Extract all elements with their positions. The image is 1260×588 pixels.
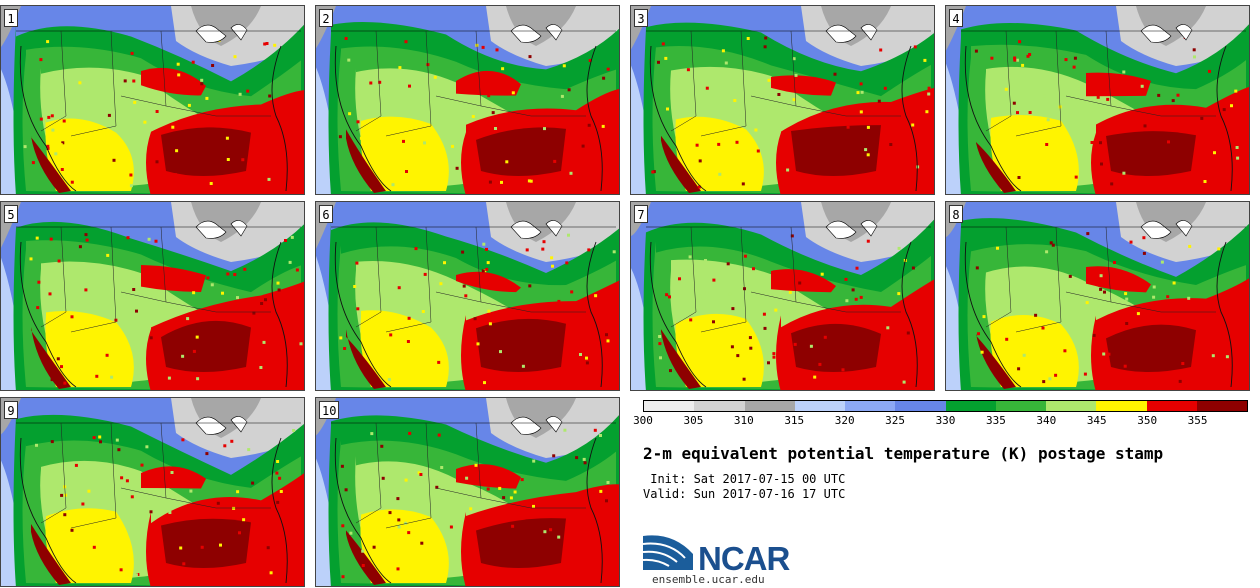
colorbar-label: 305 (683, 414, 704, 427)
colorbar-label: 350 (1137, 414, 1158, 427)
colorbar-label: 330 (935, 414, 956, 427)
panel-number-label: 5 (4, 205, 18, 223)
site-url: ensemble.ucar.edu (652, 573, 765, 586)
colorbar-label: 320 (834, 414, 855, 427)
colorbar-labels: 300 305 310 315 320 325 330 335 340 345 350 355 (633, 414, 1248, 428)
colorbar-label: 335 (985, 414, 1006, 427)
panel-number-label: 6 (319, 205, 333, 223)
postage-stamp-panel: 5 (0, 201, 305, 391)
postage-stamp-panel: 7 (630, 201, 935, 391)
colorbar-label: 345 (1086, 414, 1107, 427)
colorbar-swatch (995, 401, 1046, 411)
postage-stamp-panel: 6 (315, 201, 620, 391)
colorbar-swatch (1046, 401, 1097, 411)
colorbar-swatch (694, 401, 745, 411)
postage-stamp-panel: 10 (315, 397, 620, 587)
panel-number-label: 10 (319, 401, 340, 419)
valid-time: Valid: Sun 2017-07-16 17 UTC (643, 487, 846, 501)
ncar-logo-icon (643, 535, 693, 570)
postage-stamp-panel: 4 (945, 5, 1250, 195)
colorbar-swatch (845, 401, 896, 411)
colorbar-label: 310 (733, 414, 754, 427)
panel-number-label: 9 (4, 401, 18, 419)
colorbar-swatch (1196, 401, 1247, 411)
colorbar-swatch (794, 401, 845, 411)
panel-number-label: 8 (949, 205, 963, 223)
colorbar-swatch (945, 401, 996, 411)
panel-number-label: 4 (949, 9, 963, 27)
colorbar-label: 340 (1036, 414, 1057, 427)
ncar-logo-text: NCAR (698, 540, 790, 577)
postage-stamp-panel: 2 (315, 5, 620, 195)
postage-stamp-panel: 8 (945, 201, 1250, 391)
panel-number-label: 2 (319, 9, 333, 27)
panel-number-label: 3 (634, 9, 648, 27)
colorbar-label: 325 (885, 414, 906, 427)
colorbar-swatch (1096, 401, 1147, 411)
postage-stamp-panel: 3 (630, 5, 935, 195)
colorbar-label: 355 (1187, 414, 1208, 427)
panel-number-label: 7 (634, 205, 648, 223)
colorbar (643, 400, 1248, 412)
colorbar-swatch (744, 401, 795, 411)
colorbar-swatch (895, 401, 946, 411)
panel-number-label: 1 (4, 9, 18, 27)
colorbar-swatch (644, 401, 695, 411)
init-time: Init: Sat 2017-07-15 00 UTC (643, 472, 846, 486)
colorbar-label: 300 (633, 414, 653, 427)
postage-stamp-panel: 9 (0, 397, 305, 587)
colorbar-label: 315 (784, 414, 805, 427)
colorbar-swatch (1146, 401, 1197, 411)
figure-title: 2-m equivalent potential temperature (K)… (643, 444, 1164, 463)
postage-stamp-panel: 1 (0, 5, 305, 195)
